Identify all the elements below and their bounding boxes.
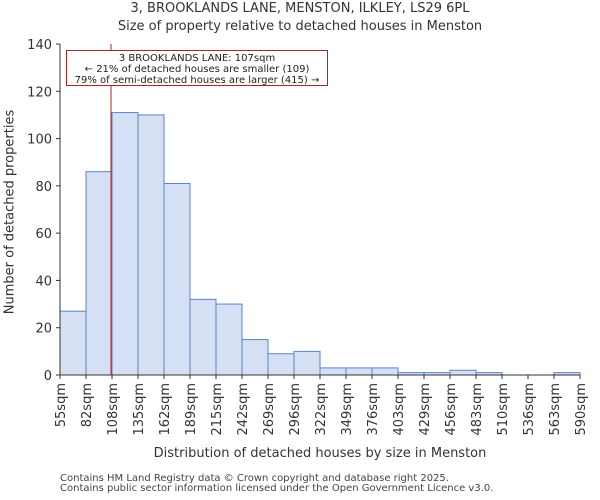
bar-296sqm: [293, 350, 321, 376]
y-axis-label: Number of detached properties: [2, 109, 18, 315]
bar-349sqm: [345, 367, 373, 376]
x-tick-label-510sqm: 510sqm: [496, 383, 511, 436]
y-tick-label-40: 40: [35, 274, 52, 289]
x-tick-label-376sqm: 376sqm: [366, 383, 381, 436]
annotation-line-3: 79% of semi-detached houses are larger (…: [74, 75, 320, 86]
chart-title-block: 3, BROOKLANDS LANE, MENSTON, ILKLEY, LS2…: [0, 0, 600, 36]
bar-162sqm: [163, 182, 191, 376]
x-ticks-group: 55sqm 82sqm 108sqm 135sqm 162sqm 189sqm 215sqm…: [54, 375, 589, 436]
bar-456sqm: [449, 369, 477, 376]
x-tick-label-108sqm: 108sqm: [106, 383, 121, 436]
footer-credits: Contains HM Land Registry data © Crown c…: [60, 474, 493, 494]
x-tick-label-82sqm: 82sqm: [80, 383, 95, 427]
property-annotation: 3 BROOKLANDS LANE: 107sqm ← 21% of detac…: [66, 50, 328, 86]
x-tick-label-456sqm: 456sqm: [444, 383, 459, 436]
x-tick-label-55sqm: 55sqm: [54, 383, 69, 427]
y-tick-label-80: 80: [35, 180, 52, 195]
x-tick-label-349sqm: 349sqm: [340, 383, 355, 436]
x-tick-label-135sqm: 135sqm: [132, 383, 147, 436]
x-tick-label-403sqm: 403sqm: [392, 383, 407, 436]
bar-189sqm: [189, 298, 217, 376]
annotation-line-1: 3 BROOKLANDS LANE: 107sqm: [118, 53, 276, 64]
x-tick-label-483sqm: 483sqm: [470, 383, 485, 436]
annotation-line-2: ← 21% of detached houses are smaller (10…: [84, 64, 310, 75]
y-tick-label-20: 20: [35, 322, 52, 337]
x-tick-label-322sqm: 322sqm: [314, 383, 329, 436]
bar-242sqm: [241, 339, 269, 376]
y-tick-label-120: 120: [27, 85, 52, 100]
bar-322sqm: [319, 367, 347, 376]
x-tick-label-242sqm: 242sqm: [236, 383, 251, 436]
x-tick-label-162sqm: 162sqm: [158, 383, 173, 436]
y-tick-label-60: 60: [35, 227, 52, 242]
x-tick-label-429sqm: 429sqm: [418, 383, 433, 436]
bar-376sqm: [371, 367, 399, 376]
x-tick-label-189sqm: 189sqm: [184, 383, 199, 436]
bar-135sqm: [137, 114, 165, 376]
x-tick-label-536sqm: 536sqm: [522, 383, 537, 436]
x-tick-label-296sqm: 296sqm: [288, 383, 303, 436]
x-tick-label-269sqm: 269sqm: [262, 383, 277, 436]
footer-line-2: Contains public sector information licen…: [60, 483, 494, 494]
bar-269sqm: [267, 353, 295, 376]
chart-subtitle: Size of property relative to detached ho…: [117, 19, 483, 34]
bars-group: [59, 112, 581, 376]
y-tick-label-100: 100: [27, 133, 52, 148]
bar-108sqm: [111, 112, 139, 376]
x-tick-label-590sqm: 590sqm: [574, 383, 589, 436]
y-ticks-group: 0 20 40 60 80 100 120 140: [27, 38, 60, 384]
bar-55sqm: [59, 310, 87, 376]
chart-title: 3, BROOKLANDS LANE, MENSTON, ILKLEY, LS2…: [130, 1, 470, 16]
bar-215sqm: [215, 303, 243, 376]
x-axis-label: Distribution of detached houses by size …: [153, 446, 487, 461]
x-tick-label-563sqm: 563sqm: [548, 383, 563, 436]
x-tick-label-215sqm: 215sqm: [210, 383, 225, 436]
y-tick-label-0: 0: [44, 369, 52, 384]
y-tick-label-140: 140: [27, 38, 52, 53]
bar-82sqm: [85, 171, 113, 376]
footer-line-1: Contains HM Land Registry data © Crown c…: [60, 473, 449, 484]
